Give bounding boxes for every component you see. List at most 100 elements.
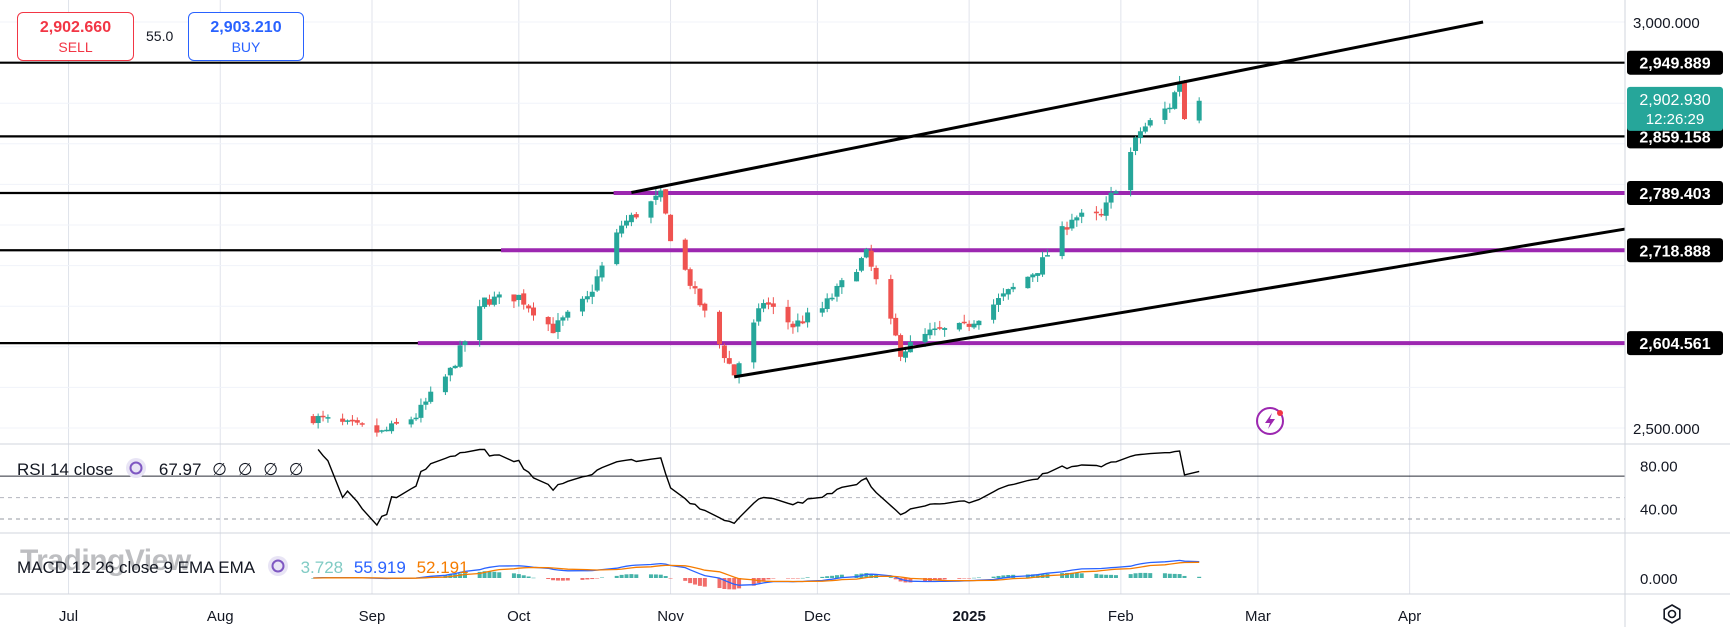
candle[interactable] [389,423,395,432]
candle[interactable] [374,425,380,433]
candle[interactable] [932,328,938,331]
candle[interactable] [457,345,463,367]
candle[interactable] [854,271,860,282]
candle[interactable] [805,312,811,323]
candle[interactable] [770,303,776,307]
buy-button[interactable]: 2,903.210 BUY [188,12,304,61]
sell-button[interactable]: 2,902.660 SELL [17,12,134,61]
candle[interactable] [1040,257,1046,275]
candle[interactable] [599,265,605,278]
candle[interactable] [345,420,351,422]
candle[interactable] [1133,137,1139,151]
candle[interactable] [1137,131,1143,139]
candle[interactable] [565,311,571,318]
candle[interactable] [922,333,928,343]
candle[interactable] [1177,82,1183,92]
candle[interactable] [418,404,424,418]
candle[interactable] [692,286,698,289]
candle[interactable] [555,320,561,332]
candle[interactable] [594,276,600,291]
candle[interactable] [1059,226,1065,257]
candle[interactable] [315,415,321,424]
candle[interactable] [354,420,360,423]
candle[interactable] [858,258,864,271]
candle[interactable] [648,201,654,218]
candle[interactable] [1074,217,1080,221]
candle[interactable] [491,296,497,305]
candle[interactable] [413,417,419,420]
candle[interactable] [1069,219,1075,229]
candle[interactable] [868,250,874,267]
candle[interactable] [584,296,590,300]
candle[interactable] [834,285,840,297]
candle[interactable] [839,280,845,288]
candle[interactable] [721,345,727,359]
candle[interactable] [731,364,737,376]
candle[interactable] [898,335,904,357]
candle[interactable] [550,323,556,334]
candle[interactable] [697,288,703,306]
candle[interactable] [320,415,326,418]
candle[interactable] [687,269,693,286]
candle[interactable] [966,323,972,327]
candle[interactable] [1005,289,1011,295]
candle[interactable] [560,317,566,321]
candle[interactable] [726,358,732,364]
candle[interactable] [1025,276,1031,289]
candle[interactable] [682,239,688,270]
trendline[interactable] [631,20,1484,194]
candle[interactable] [1167,107,1173,110]
candle[interactable] [1162,108,1168,120]
candle[interactable] [589,291,595,297]
candle[interactable] [379,430,385,432]
candle[interactable] [902,351,908,358]
candle[interactable] [819,308,825,313]
candle[interactable] [800,321,806,324]
candle[interactable] [1079,212,1085,217]
candle[interactable] [477,306,483,341]
candle[interactable] [531,307,537,316]
candle[interactable] [1010,286,1016,290]
candle[interactable] [795,320,801,327]
gear-icon[interactable] [1662,604,1682,624]
candle[interactable] [1064,227,1070,230]
candle[interactable] [668,214,674,242]
candle[interactable] [751,322,757,363]
candle[interactable] [873,267,879,280]
candle[interactable] [1113,191,1119,194]
trendlines[interactable] [631,20,1626,379]
candle[interactable] [1108,192,1114,203]
candle[interactable] [452,365,458,369]
candle[interactable] [1044,255,1050,257]
candle[interactable] [785,306,791,323]
candle[interactable] [761,303,767,309]
candle[interactable] [442,376,448,393]
candle[interactable] [976,320,982,326]
candle[interactable] [956,322,962,330]
candle[interactable] [829,297,835,300]
candle[interactable] [1181,82,1187,120]
candle[interactable] [526,305,532,309]
candle[interactable] [579,298,585,312]
candle[interactable] [482,297,488,307]
candle[interactable] [310,416,316,424]
candle[interactable] [927,329,933,336]
candle[interactable] [1098,213,1104,216]
candle[interactable] [340,418,346,422]
candles[interactable] [310,75,1202,437]
candle[interactable] [971,323,977,328]
refresh-icon[interactable] [124,457,148,479]
candle[interactable] [624,220,630,226]
candle[interactable] [653,195,659,200]
candle[interactable] [1093,211,1099,214]
rsi-legend[interactable]: RSI 14 close 67.97 ∅ ∅ ∅ ∅ [17,457,310,480]
candle[interactable] [393,421,399,424]
candle[interactable] [486,299,492,305]
candle[interactable] [824,298,830,309]
candle[interactable] [384,429,390,432]
candle[interactable] [628,214,634,223]
candle[interactable] [756,308,762,322]
candle[interactable] [545,316,551,325]
candle[interactable] [408,419,414,425]
